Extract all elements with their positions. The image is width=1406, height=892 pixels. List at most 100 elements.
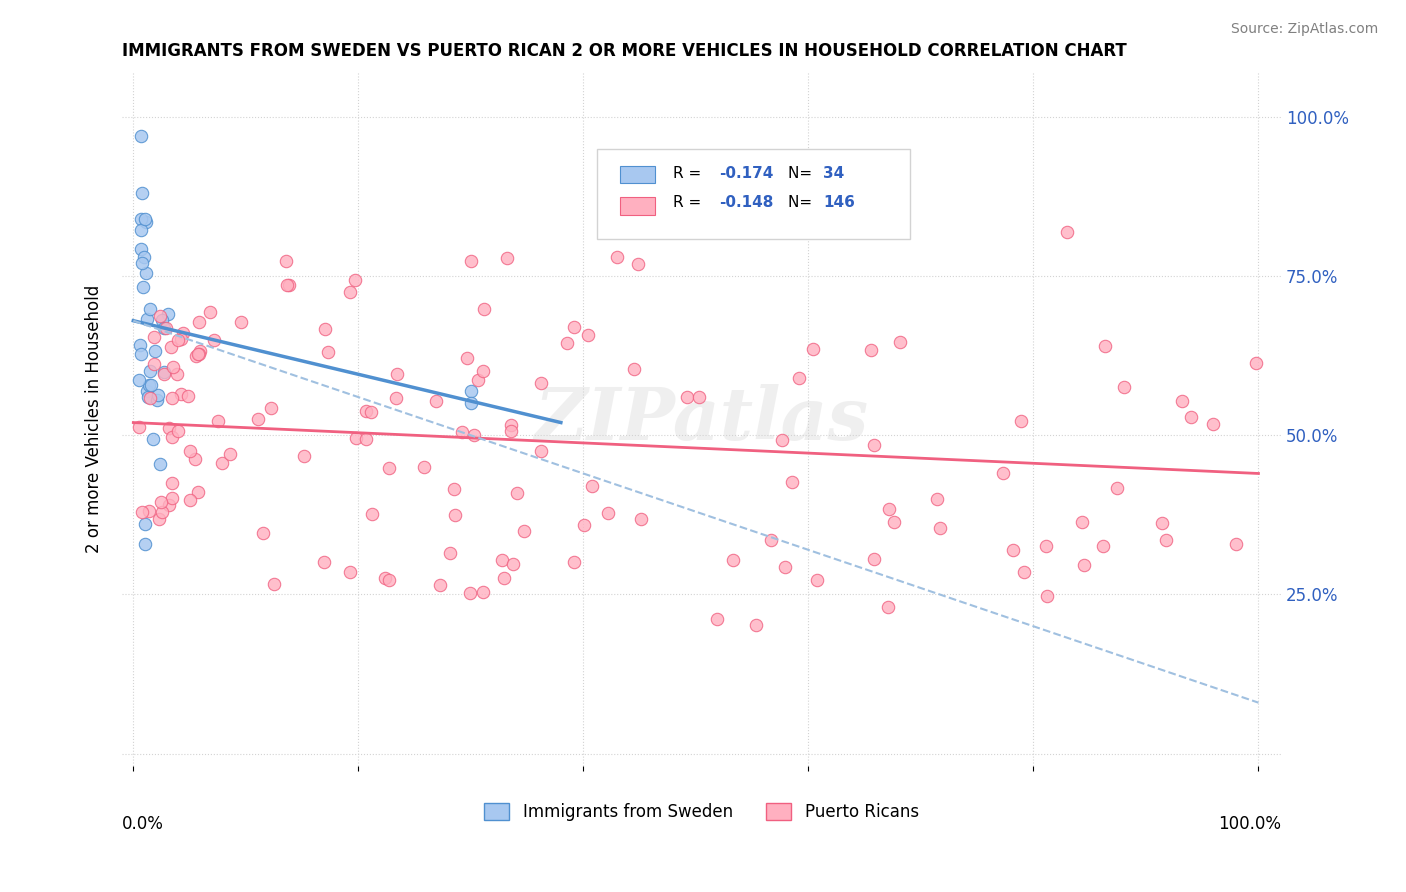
Text: ZIPatlas: ZIPatlas: [534, 384, 869, 455]
Point: [263, 576, 285, 591]
Point: [260, 401, 283, 416]
Point: [136, 384, 159, 398]
Point: [312, 555, 335, 569]
Point: [344, 431, 367, 445]
Point: [150, 312, 173, 326]
Point: [361, 507, 384, 521]
Text: IMMIGRANTS FROM SWEDEN VS PUERTO RICAN 2 OR MORE VEHICLES IN HOUSEHOLD CORRELATI: IMMIGRANTS FROM SWEDEN VS PUERTO RICAN 2…: [122, 42, 1126, 60]
Point: [502, 557, 524, 571]
Point: [339, 565, 361, 579]
Point: [155, 321, 177, 335]
Text: R =: R =: [672, 166, 706, 181]
Point: [378, 573, 401, 587]
Point: [877, 501, 900, 516]
Point: [187, 347, 209, 361]
Point: [160, 340, 183, 354]
Point: [132, 250, 155, 264]
Point: [246, 412, 269, 426]
Point: [385, 367, 408, 381]
Point: [187, 315, 209, 329]
Point: [129, 129, 152, 144]
Point: [211, 456, 233, 470]
Point: [1154, 533, 1177, 548]
Point: [150, 495, 173, 509]
Point: [1071, 516, 1094, 530]
Text: -0.174: -0.174: [718, 166, 773, 181]
Point: [1010, 414, 1032, 428]
Text: N=: N=: [789, 195, 817, 211]
Point: [179, 493, 201, 508]
Point: [153, 366, 176, 380]
Point: [139, 301, 162, 316]
Point: [889, 334, 911, 349]
Point: [374, 572, 396, 586]
Point: [278, 278, 301, 293]
Point: [142, 357, 165, 371]
Point: [557, 336, 579, 351]
Point: [177, 388, 200, 402]
Point: [1035, 539, 1057, 553]
Point: [530, 376, 553, 391]
Point: [877, 599, 900, 614]
Legend: Immigrants from Sweden, Puerto Ricans: Immigrants from Sweden, Puerto Ricans: [478, 796, 925, 828]
Point: [706, 612, 728, 626]
Point: [339, 285, 361, 300]
Point: [1012, 565, 1035, 579]
Point: [131, 504, 153, 518]
Point: [744, 617, 766, 632]
Point: [252, 526, 274, 541]
FancyBboxPatch shape: [620, 197, 655, 215]
Point: [1225, 537, 1247, 551]
Point: [1150, 516, 1173, 531]
Point: [562, 320, 585, 334]
Point: [474, 302, 496, 317]
Point: [460, 396, 482, 410]
Point: [276, 254, 298, 268]
Point: [718, 225, 741, 239]
Point: [863, 551, 886, 566]
Point: [187, 484, 209, 499]
Point: [991, 467, 1014, 481]
Point: [429, 577, 451, 591]
Point: [444, 508, 467, 522]
Point: [142, 330, 165, 344]
Point: [627, 257, 650, 271]
Point: [170, 386, 193, 401]
Point: [153, 367, 176, 381]
Point: [134, 517, 156, 532]
Point: [131, 186, 153, 201]
Point: [138, 377, 160, 392]
Point: [458, 585, 481, 599]
Point: [773, 559, 796, 574]
Point: [150, 505, 173, 519]
Point: [491, 553, 513, 567]
Point: [157, 420, 180, 434]
Point: [143, 343, 166, 358]
Point: [780, 475, 803, 490]
Point: [160, 476, 183, 491]
Point: [160, 430, 183, 444]
Point: [316, 345, 339, 359]
Point: [179, 444, 201, 458]
Point: [276, 277, 298, 292]
Point: [1171, 393, 1194, 408]
Point: [138, 391, 160, 405]
Text: 100.0%: 100.0%: [1218, 815, 1281, 833]
Point: [688, 391, 710, 405]
Point: [859, 343, 882, 358]
Point: [562, 555, 585, 569]
Point: [142, 433, 165, 447]
Point: [172, 326, 194, 340]
Point: [128, 420, 150, 434]
Point: [513, 524, 536, 539]
Point: [292, 449, 315, 463]
Point: [148, 387, 170, 401]
Point: [1056, 225, 1078, 239]
Point: [496, 252, 519, 266]
FancyBboxPatch shape: [620, 166, 655, 184]
Point: [606, 250, 628, 264]
Point: [219, 447, 242, 461]
Point: [166, 424, 188, 438]
Point: [456, 351, 478, 366]
Point: [162, 491, 184, 505]
